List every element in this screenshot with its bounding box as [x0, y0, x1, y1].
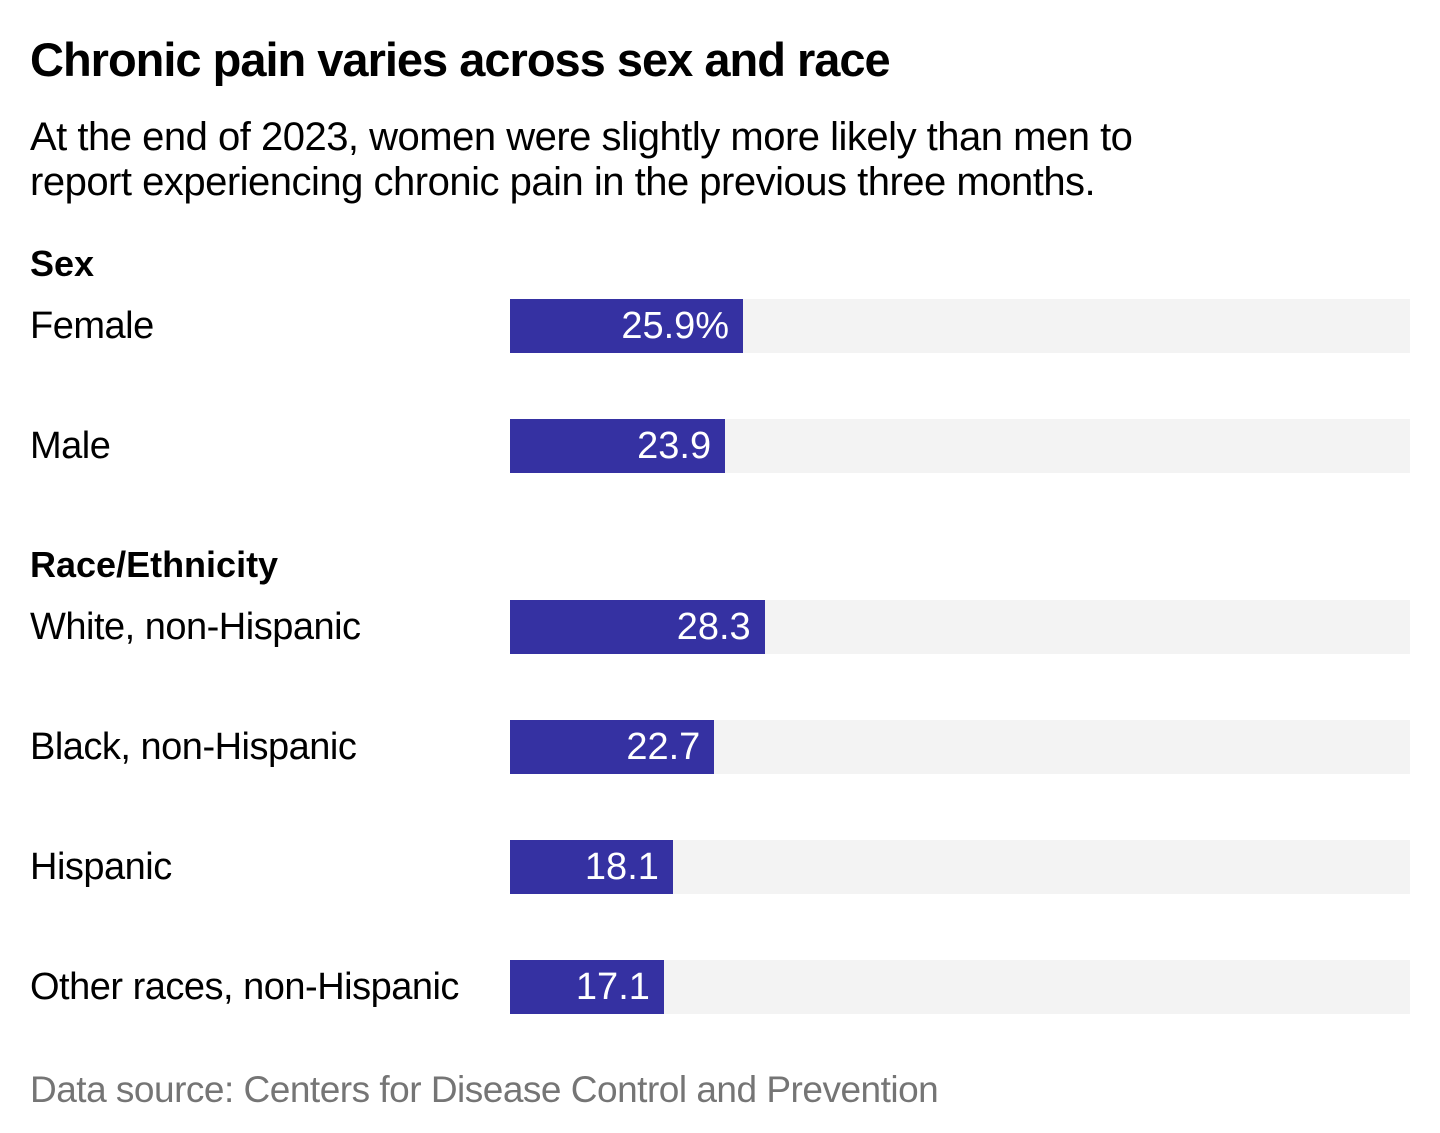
bar-row-hispanic: Hispanic 18.1 [30, 840, 1410, 894]
bar-label: Male [30, 424, 111, 467]
page-title: Chronic pain varies across sex and race [30, 33, 891, 86]
bar-label: Hispanic [30, 845, 172, 888]
bar-value: 18.1 [584, 845, 659, 888]
bar-fill: 22.7 [510, 720, 715, 774]
bar-fill: 23.9 [510, 419, 726, 473]
bar-value: 28.3 [676, 605, 751, 648]
bar-track: 18.1 [510, 840, 1410, 894]
bar-track: 23.9 [510, 419, 1410, 473]
bar-row-black-non-hispanic: Black, non-Hispanic 22.7 [30, 720, 1410, 774]
group-header-sex: Sex [30, 243, 95, 284]
bar-label: Female [30, 304, 154, 347]
bar-label: Other races, non-Hispanic [30, 965, 459, 1008]
bar-row-other-races-non-hispanic: Other races, non-Hispanic 17.1 [30, 960, 1410, 1014]
bar-label: Black, non-Hispanic [30, 725, 357, 768]
bar-fill: 25.9% [510, 299, 744, 353]
bar-label: White, non-Hispanic [30, 605, 361, 648]
bar-track: 28.3 [510, 600, 1410, 654]
group-header-race-ethnicity: Race/Ethnicity [30, 544, 279, 585]
bar-value: 23.9 [637, 424, 712, 467]
bar-track: 22.7 [510, 720, 1410, 774]
bar-row-white-non-hispanic: White, non-Hispanic 28.3 [30, 600, 1410, 654]
bar-fill: 18.1 [510, 840, 673, 894]
bar-fill: 17.1 [510, 960, 664, 1014]
bar-fill: 28.3 [510, 600, 765, 654]
bar-track: 17.1 [510, 960, 1410, 1014]
subtitle-line-2: report experiencing chronic pain in the … [30, 160, 1096, 204]
bar-value: 22.7 [626, 725, 701, 768]
bar-row-male: Male 23.9 [30, 419, 1410, 473]
bar-value: 25.9% [621, 304, 730, 347]
bar-track: 25.9% [510, 299, 1410, 353]
bar-value: 17.1 [575, 965, 650, 1008]
source-note: Data source: Centers for Disease Control… [30, 1069, 939, 1110]
chart-subtitle: At the end of 2023, women were slightly … [30, 115, 1410, 205]
subtitle-line-1: At the end of 2023, women were slightly … [30, 115, 1133, 159]
bar-row-female: Female 25.9% [30, 299, 1410, 353]
